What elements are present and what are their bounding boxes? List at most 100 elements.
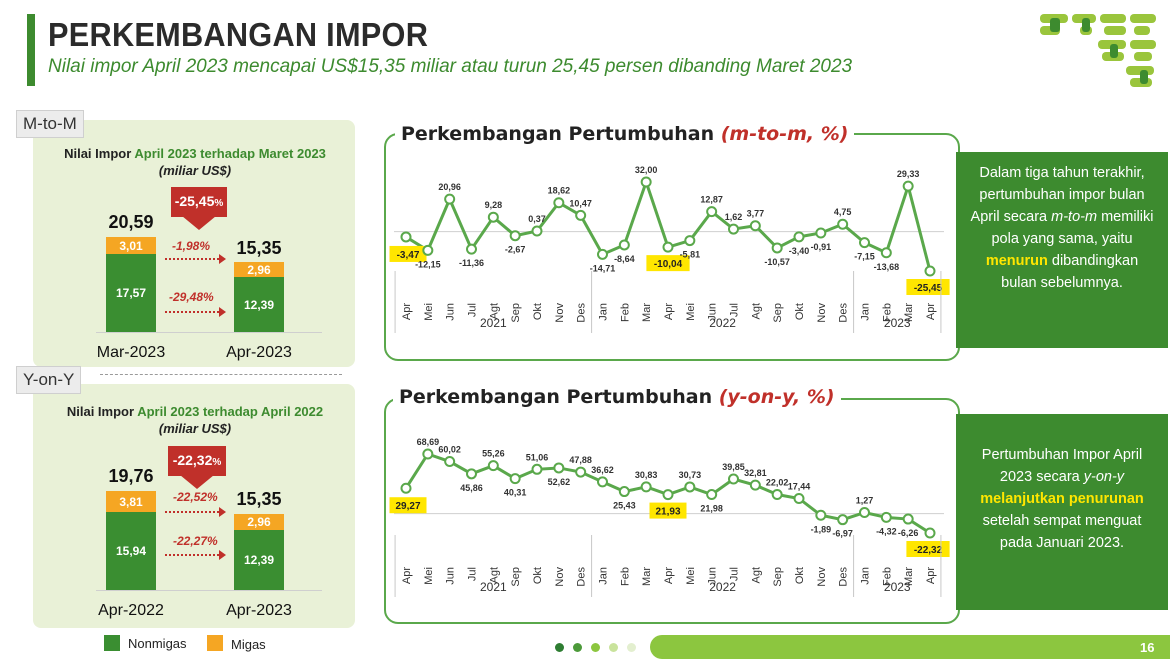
mtom-x-tick-label: Des xyxy=(576,303,588,323)
mtom-x-tick-label: Jul xyxy=(467,303,479,317)
mtom-x-tick-label: Apr xyxy=(663,303,675,320)
yony-data-label: 25,43 xyxy=(613,501,636,511)
yony-change-badge: -22,32% xyxy=(168,446,226,476)
legend-nonmigas-swatch xyxy=(104,635,120,651)
yony-point xyxy=(466,468,477,480)
yony-x-tick-label: Nov xyxy=(816,567,828,587)
mtom-heading-prefix: Nilai Impor xyxy=(64,146,132,161)
mtom-data-label: 4,75 xyxy=(834,207,852,217)
mtom-note-part2: memiliki pola yang sama, yaitu xyxy=(991,209,1154,247)
mtom-data-label: -7,15 xyxy=(854,252,875,262)
yony-nonmigas-arrow-icon xyxy=(165,550,226,560)
yony-data-label: 40,31 xyxy=(504,488,527,498)
mtom-bar1-label: Mar-2023 xyxy=(96,344,166,361)
legend-migas-swatch xyxy=(207,635,223,651)
yony-x-tick-label: Jan xyxy=(860,567,872,585)
mtom-point xyxy=(771,242,783,254)
mtom-point xyxy=(400,231,412,243)
mtom-nonmigas-arrow-icon xyxy=(165,307,226,317)
mtom-data-label: -8,64 xyxy=(614,254,635,264)
mtom-x-tick-label: Agt xyxy=(488,303,500,320)
yony-x-tick-label: Jun xyxy=(707,567,719,585)
yony-tab: Y-on-Y xyxy=(16,366,82,394)
yony-data-label: 51,06 xyxy=(526,452,549,462)
yony-point xyxy=(553,462,565,474)
yony-badge-unit: % xyxy=(212,457,222,468)
yony-point xyxy=(487,460,499,472)
mtom-chart-title-main: Perkembangan Pertumbuhan xyxy=(401,123,715,145)
mtom-year-label: 2023 xyxy=(884,316,911,330)
mtom-point xyxy=(728,223,739,235)
mtom-panel-unit: (miliar US$) xyxy=(158,163,232,178)
mtom-chart-title-unit: (m-to-m, %) xyxy=(720,123,849,145)
yony-x-tick-label: Sep xyxy=(772,567,784,587)
mtom-x-tick-label: Jan xyxy=(598,303,610,321)
yony-point xyxy=(815,509,827,521)
mtom-data-label: -10,04 xyxy=(654,259,683,270)
mtom-x-tick-label: Nov xyxy=(554,303,566,323)
footer-bar xyxy=(650,635,1170,659)
slide-dot-3[interactable] xyxy=(591,643,600,652)
mtom-badge-pointer xyxy=(182,216,216,230)
yony-point xyxy=(728,473,739,485)
yony-x-tick-label: Mar xyxy=(903,567,915,586)
yony-data-label: 68,69 xyxy=(417,437,440,447)
yony-label-highlight xyxy=(389,497,427,514)
yony-data-label: -6,97 xyxy=(832,529,853,539)
mtom-data-label: -10,57 xyxy=(764,257,790,267)
yony-x-tick-label: Apr xyxy=(663,567,675,584)
mtom-point xyxy=(793,231,805,243)
mtom-data-label: -13,68 xyxy=(874,262,900,272)
mtom-point xyxy=(880,247,892,259)
mtom-point xyxy=(487,211,499,223)
mtom-data-label: 20,96 xyxy=(438,182,461,192)
slide-dot-1[interactable] xyxy=(555,643,564,652)
slide-dot-4[interactable] xyxy=(609,643,618,652)
mtom-point xyxy=(509,230,521,242)
slide-dot-2[interactable] xyxy=(573,643,582,652)
mtom-year-label: 2022 xyxy=(709,316,736,330)
yony-note-italic: y-on-y xyxy=(1083,469,1125,485)
mtom-data-label: -3,40 xyxy=(789,246,810,256)
mtom-bar1: 3,01 17,57 xyxy=(106,237,156,332)
mtom-data-label: -3,47 xyxy=(397,250,420,261)
mtom-point xyxy=(531,225,543,237)
mtom-data-label: -14,71 xyxy=(590,263,616,273)
mtom-point xyxy=(444,193,456,205)
mtom-note-part1: Dalam tiga tahun terakhir, pertumbuhan i… xyxy=(970,165,1145,225)
mtom-point xyxy=(575,209,587,221)
mtom-x-tick-label: Nov xyxy=(816,303,828,323)
mtom-bar1-nonmigas: 17,57 xyxy=(106,254,156,332)
mtom-data-label: 3,77 xyxy=(747,209,765,219)
yony-point xyxy=(793,492,805,504)
mtom-bar2-total: 15,35 xyxy=(236,238,282,258)
yony-chart-title-unit: (y-on-y, %) xyxy=(718,386,835,408)
mtom-tab: M-to-M xyxy=(16,110,84,138)
yony-x-tick-label: Mar xyxy=(641,567,653,586)
mtom-bar2-nonmigas: 12,39 xyxy=(234,277,284,332)
mtom-point xyxy=(837,218,849,230)
yony-migas-arrow-icon xyxy=(165,507,226,517)
mtom-badge-unit: % xyxy=(214,198,224,209)
yony-data-label: 22,02 xyxy=(766,478,789,488)
yony-x-tick-label: Apr xyxy=(925,567,937,584)
yony-point xyxy=(531,463,543,475)
yony-bar1-nonmigas: 15,94 xyxy=(106,512,156,590)
mtom-point xyxy=(662,241,674,253)
yony-panel-heading: Nilai Impor April 2023 terhadap April 20… xyxy=(40,403,350,420)
yony-x-tick-label: Des xyxy=(838,567,850,587)
yony-chart-title: Perkembangan Pertumbuhan (y-on-y, %) xyxy=(393,386,841,408)
yony-label-highlight xyxy=(906,541,950,557)
mtom-data-label: -2,67 xyxy=(505,245,526,255)
mtom-x-tick-label: Okt xyxy=(794,303,806,320)
legend-nonmigas-label: Nonmigas xyxy=(128,636,187,651)
slide-dot-5[interactable] xyxy=(627,643,636,652)
mtom-data-label: 32,00 xyxy=(635,165,658,175)
yony-badge-pointer xyxy=(180,475,214,489)
mtom-x-tick-label: Okt xyxy=(532,303,544,320)
yony-point xyxy=(662,489,674,501)
yony-bar1-migas: 3,81 xyxy=(106,491,156,512)
mtom-bar2-label: Apr-2023 xyxy=(226,344,292,361)
mtom-point xyxy=(553,197,565,209)
page-title: PERKEMBANGAN IMPOR xyxy=(48,16,429,53)
